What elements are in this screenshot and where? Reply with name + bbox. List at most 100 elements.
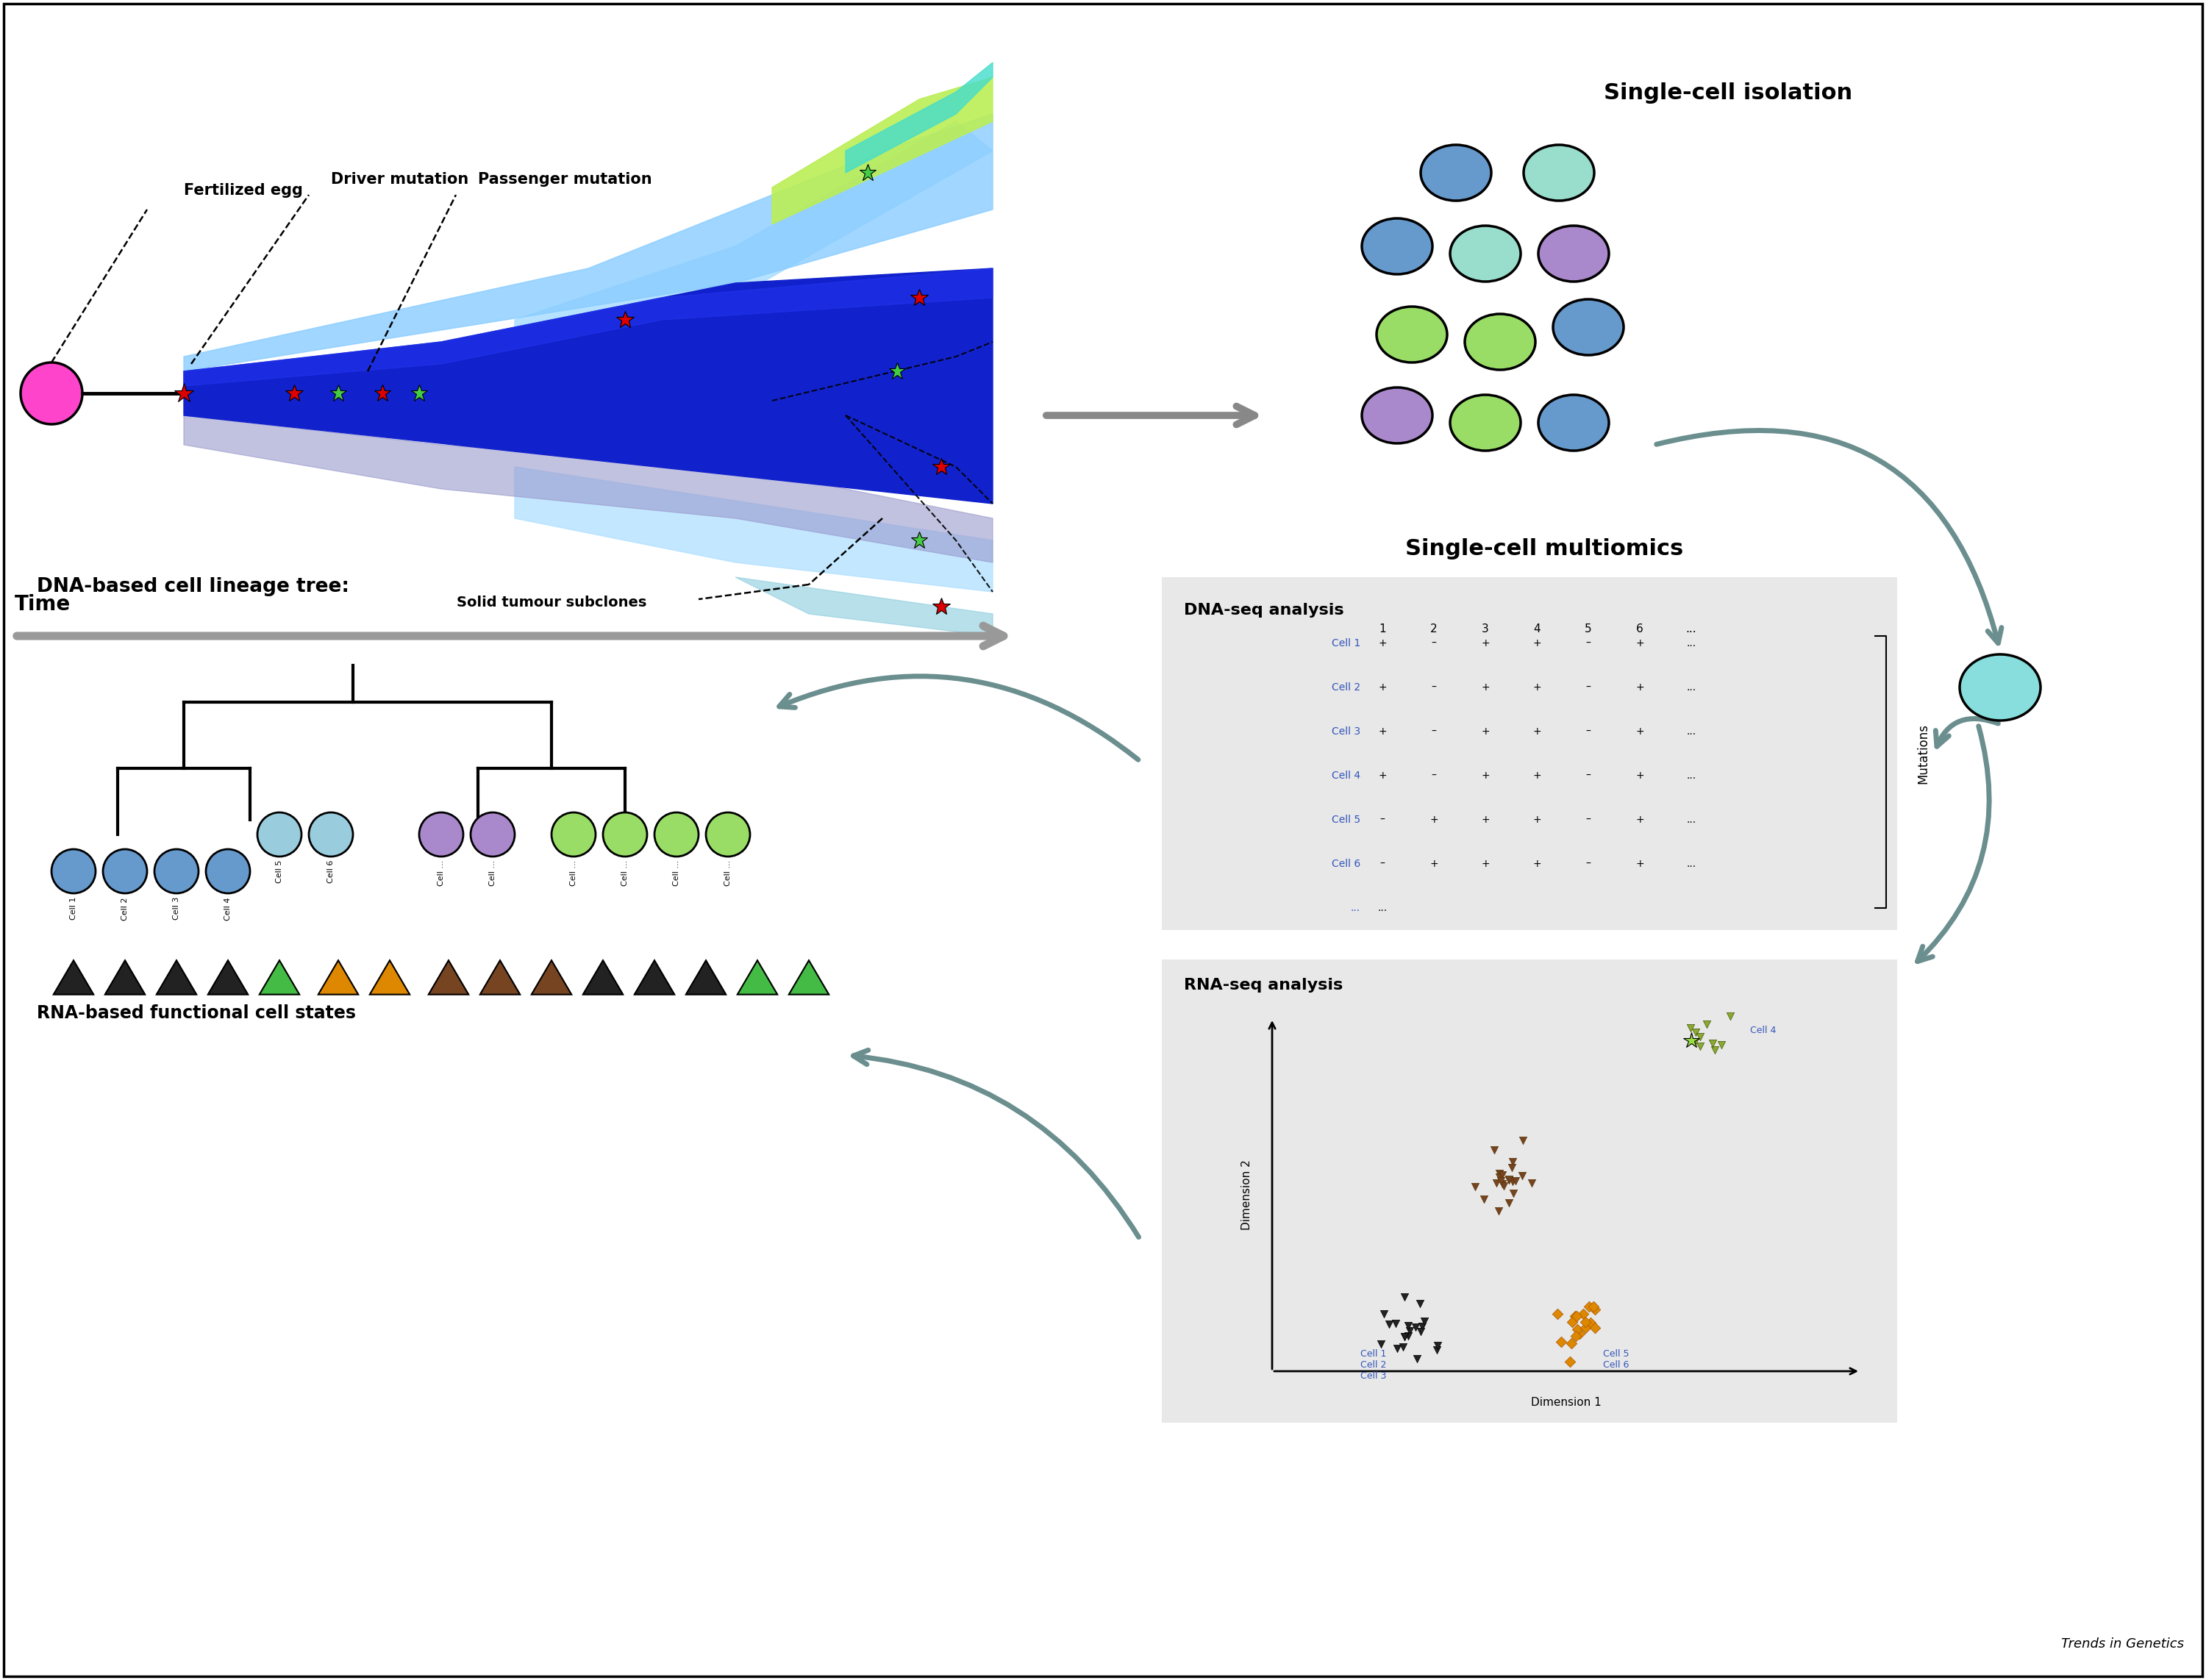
Text: +: +	[1635, 771, 1643, 781]
Polygon shape	[582, 961, 622, 995]
Point	[1540, 1300, 1575, 1327]
Ellipse shape	[1449, 225, 1520, 282]
Point	[1553, 1349, 1588, 1376]
Text: Cell 3: Cell 3	[1332, 726, 1361, 738]
Point	[1363, 1331, 1399, 1357]
Circle shape	[205, 848, 249, 894]
Point	[1491, 1189, 1527, 1216]
Point	[1388, 1324, 1423, 1351]
Point	[1385, 1334, 1421, 1361]
Point	[1379, 1336, 1414, 1362]
Polygon shape	[318, 961, 357, 995]
Point	[1694, 1030, 1730, 1057]
Text: –: –	[1586, 726, 1591, 738]
Text: ...: ...	[1685, 726, 1696, 738]
Polygon shape	[790, 961, 829, 995]
Polygon shape	[737, 961, 777, 995]
Text: RNA-based functional cell states: RNA-based functional cell states	[38, 1005, 355, 1021]
Polygon shape	[514, 467, 993, 591]
Text: +: +	[1635, 726, 1643, 738]
Polygon shape	[53, 961, 93, 995]
Text: –: –	[1432, 638, 1436, 648]
Point	[1485, 1163, 1520, 1189]
Point	[1482, 1161, 1518, 1188]
Circle shape	[470, 813, 514, 857]
Point	[1388, 1284, 1423, 1310]
Text: +: +	[1533, 771, 1542, 781]
Text: Cell 6: Cell 6	[1332, 858, 1361, 869]
Text: –: –	[1586, 858, 1591, 869]
Point	[1577, 1314, 1613, 1341]
Polygon shape	[183, 415, 993, 563]
Polygon shape	[207, 961, 247, 995]
Ellipse shape	[1538, 395, 1608, 450]
Text: Cell ...: Cell ...	[622, 860, 629, 885]
Point	[1485, 1171, 1520, 1198]
Ellipse shape	[1361, 388, 1432, 444]
Text: ...: ...	[1685, 771, 1696, 781]
Point	[1399, 1346, 1434, 1373]
Text: +: +	[1533, 682, 1542, 692]
Point	[1703, 1032, 1738, 1058]
Point	[1568, 1309, 1604, 1336]
Point	[1696, 1037, 1732, 1063]
Ellipse shape	[1465, 314, 1535, 370]
Polygon shape	[772, 77, 993, 223]
Point	[1504, 1163, 1540, 1189]
Point	[1513, 1169, 1549, 1196]
Text: Cell 3: Cell 3	[172, 897, 181, 921]
Point	[1476, 1136, 1511, 1163]
Ellipse shape	[1553, 299, 1624, 354]
Text: +: +	[1379, 638, 1388, 648]
Text: Driver mutation: Driver mutation	[331, 171, 468, 186]
Point	[1566, 1300, 1602, 1327]
Text: –: –	[1586, 815, 1591, 825]
Polygon shape	[371, 961, 410, 995]
Text: –: –	[1586, 682, 1591, 692]
Polygon shape	[428, 961, 468, 995]
Ellipse shape	[1538, 225, 1608, 282]
Point	[1403, 1290, 1438, 1317]
Text: Cell 5
Cell 6: Cell 5 Cell 6	[1604, 1349, 1628, 1369]
Text: +: +	[1533, 726, 1542, 738]
Text: –: –	[1381, 815, 1385, 825]
Text: Cell 1
Cell 2
Cell 3: Cell 1 Cell 2 Cell 3	[1361, 1349, 1385, 1381]
Text: +: +	[1533, 815, 1542, 825]
Text: –: –	[1586, 771, 1591, 781]
Text: Cell 4: Cell 4	[1749, 1026, 1776, 1035]
Text: Time: Time	[15, 595, 71, 615]
Text: Fertilized egg: Fertilized egg	[183, 183, 302, 198]
Circle shape	[706, 813, 750, 857]
Ellipse shape	[1449, 395, 1520, 450]
Text: 2: 2	[1429, 623, 1438, 635]
Point	[1482, 1164, 1518, 1191]
Text: Passenger mutation: Passenger mutation	[479, 171, 653, 186]
Point	[1491, 1166, 1527, 1193]
Text: DNA-based cell lineage tree:: DNA-based cell lineage tree:	[38, 578, 349, 596]
Text: –: –	[1586, 638, 1591, 648]
Ellipse shape	[1361, 218, 1432, 274]
Text: +: +	[1480, 858, 1489, 869]
Text: Single-cell isolation: Single-cell isolation	[1604, 82, 1853, 104]
Text: Cell ...: Cell ...	[673, 860, 679, 885]
Text: ...: ...	[1377, 902, 1388, 914]
Polygon shape	[183, 114, 993, 371]
Text: +: +	[1480, 682, 1489, 692]
Text: 3: 3	[1482, 623, 1489, 635]
Point	[1712, 1003, 1747, 1030]
Text: Dimension 1: Dimension 1	[1531, 1398, 1602, 1408]
Text: RNA-seq analysis: RNA-seq analysis	[1185, 978, 1343, 993]
Text: Cell 6: Cell 6	[326, 860, 335, 884]
Text: –: –	[1381, 858, 1385, 869]
Point	[1487, 1173, 1522, 1200]
Point	[1553, 1329, 1588, 1356]
Text: Cell 4: Cell 4	[1332, 771, 1361, 781]
Point	[1405, 1312, 1441, 1339]
Ellipse shape	[1959, 654, 2041, 721]
Point	[1573, 1309, 1608, 1336]
Text: 1: 1	[1379, 623, 1385, 635]
Point	[1491, 1166, 1527, 1193]
Point	[1482, 1168, 1518, 1194]
Text: ...: ...	[1685, 858, 1696, 869]
Point	[1399, 1314, 1434, 1341]
